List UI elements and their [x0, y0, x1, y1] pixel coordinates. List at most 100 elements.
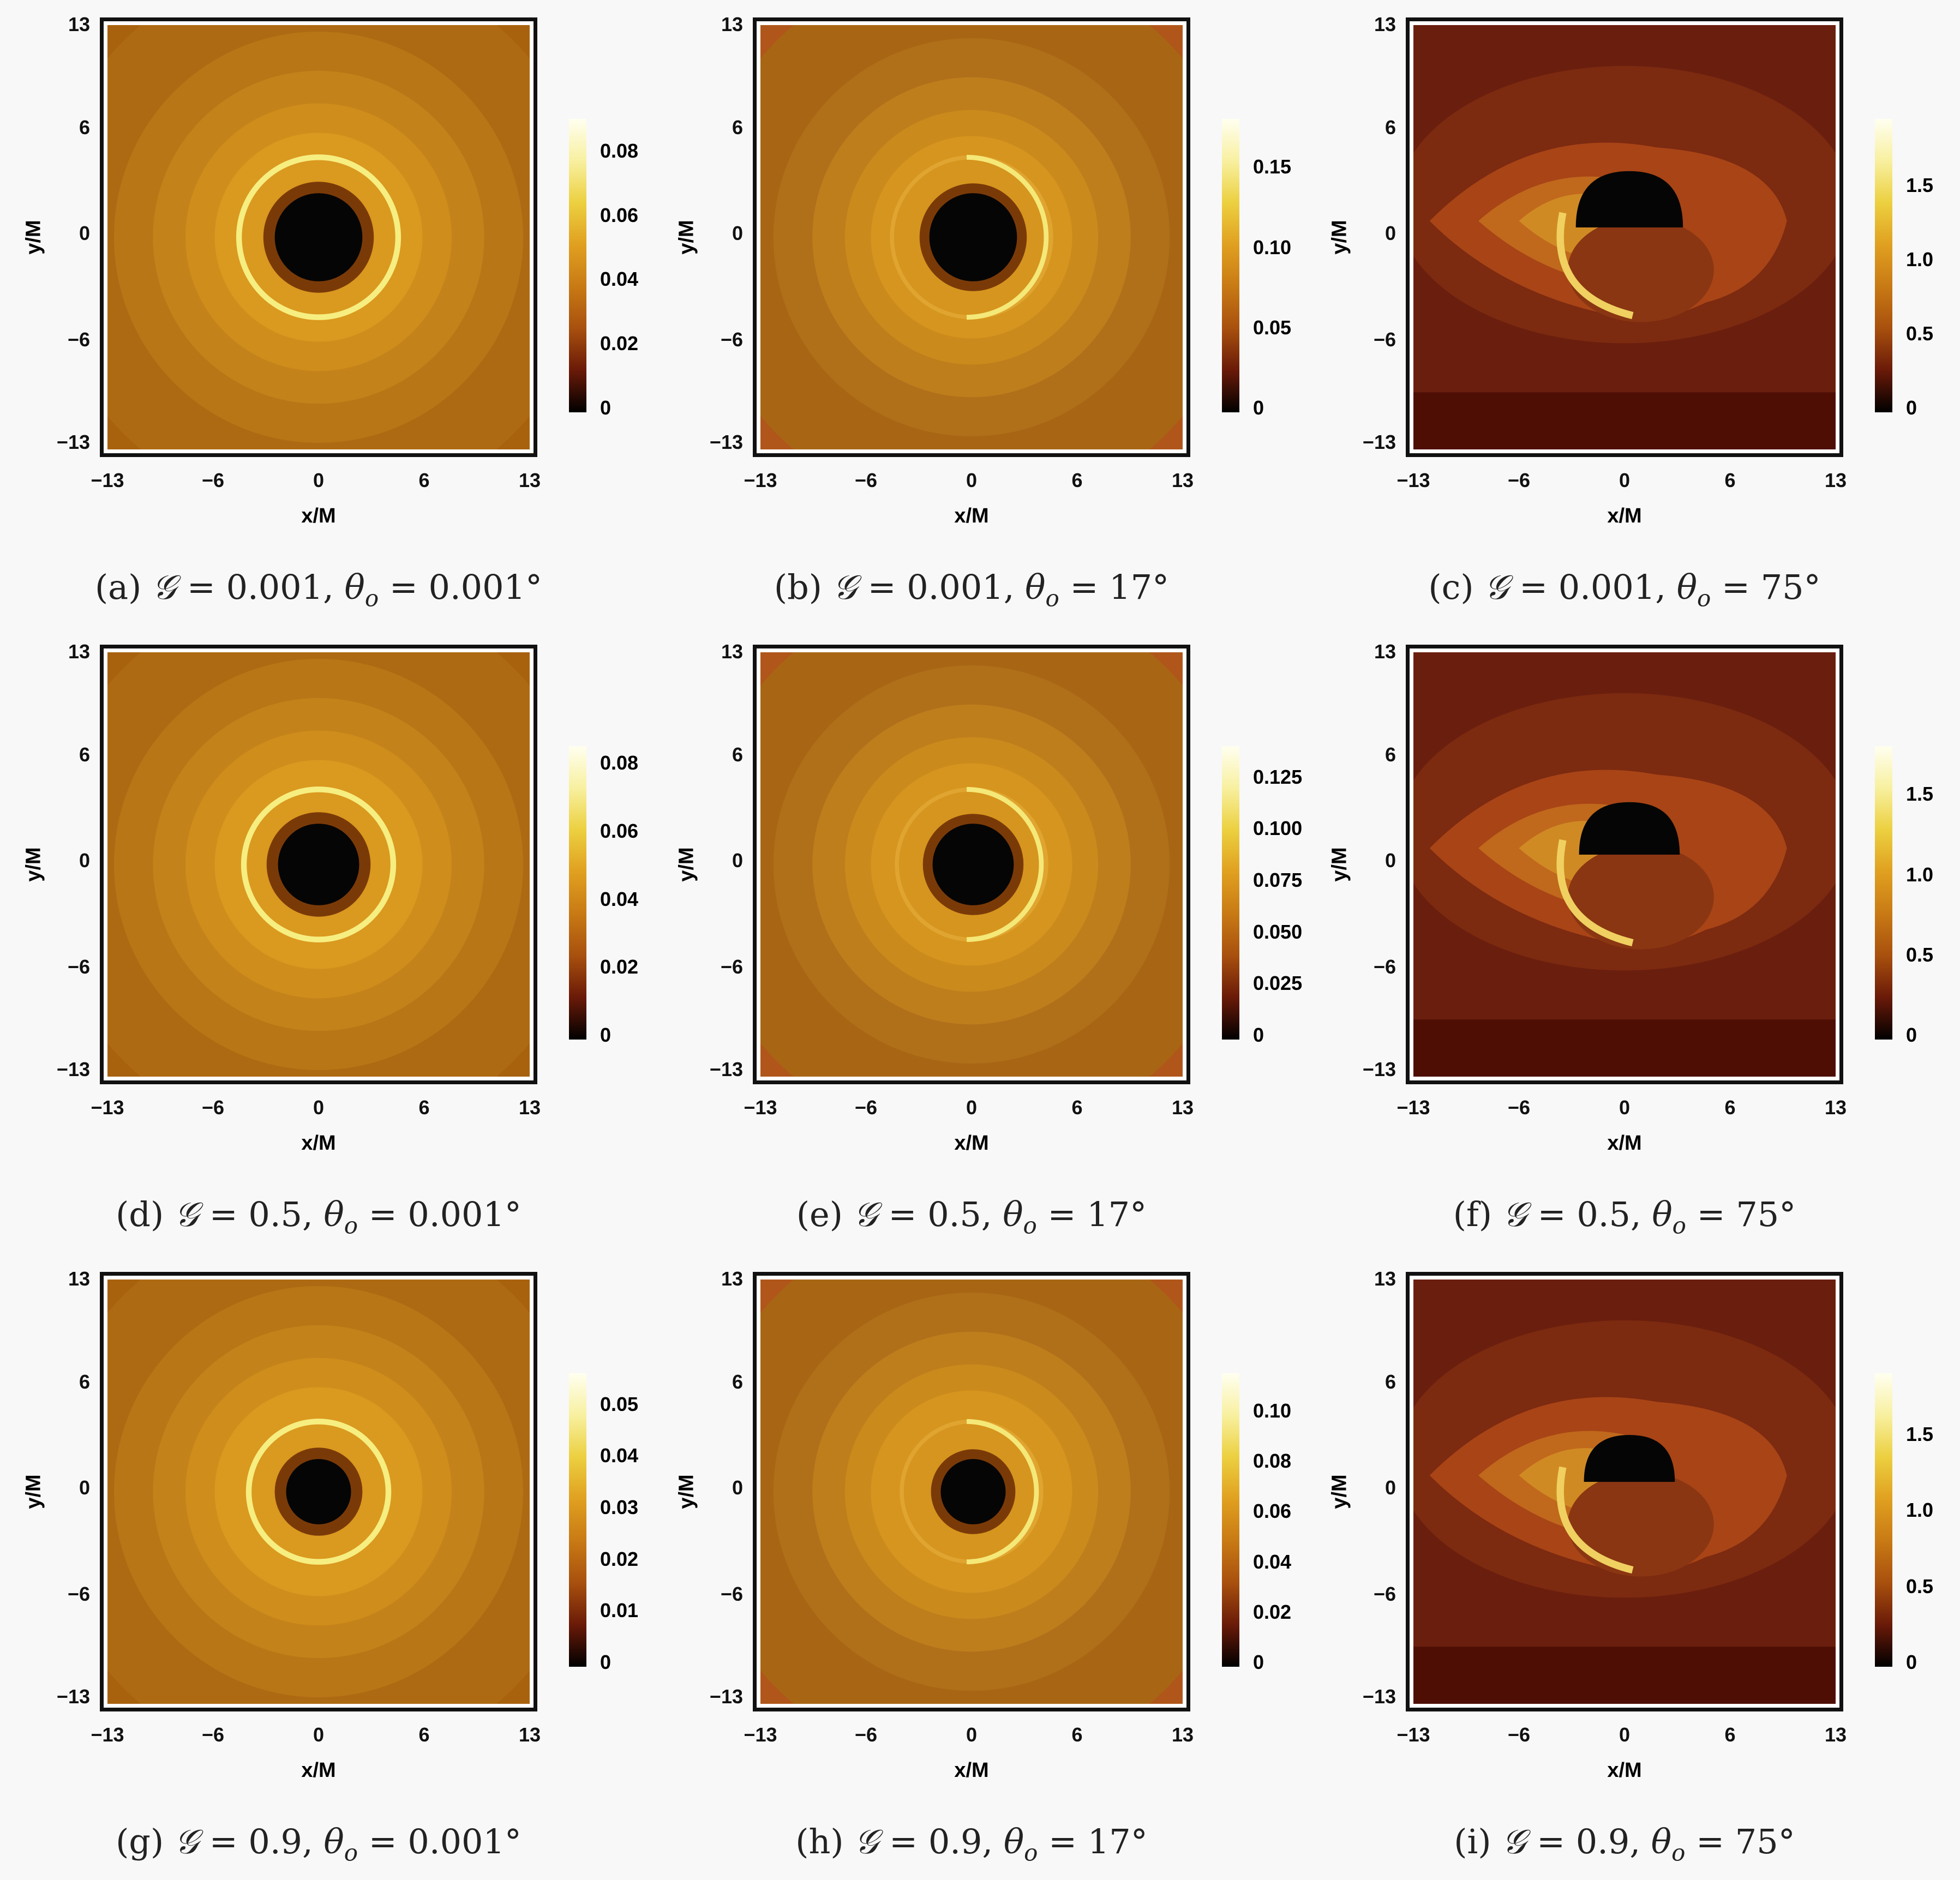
- y-axis-label: y/M: [675, 220, 698, 255]
- x-tick-label: 13: [1824, 1723, 1847, 1746]
- x-tick-label: 0: [966, 1096, 978, 1119]
- lower-band: [1413, 1647, 1836, 1704]
- density-plot: [107, 1280, 530, 1704]
- y-tick-label: 0: [79, 222, 90, 244]
- panel-h: 13 6 0 −6 −13 −13 −6 0 6 13 x/M y/M 0 0.02 0.04 0.06 0.0…: [653, 1254, 1306, 1880]
- y-tick-label: −6: [720, 955, 743, 978]
- y-tick-label: −13: [1362, 431, 1396, 453]
- y-tick-label: 6: [79, 1370, 90, 1393]
- caption-theta-value: 75°: [1760, 567, 1821, 607]
- colorbar-tick-label: 0.01: [600, 1599, 639, 1622]
- colorbar-tick-label: 0.125: [1253, 765, 1303, 788]
- y-tick-label: 0: [732, 1476, 743, 1499]
- x-tick-label: −6: [854, 1096, 878, 1119]
- x-axis-label: x/M: [301, 1759, 336, 1782]
- y-tick-label: −6: [67, 1582, 90, 1605]
- panel-g: 13 6 0 −6 −13 −13 −6 0 6 13 x/M y/M 0 0.01 0.02 0.03 0.0…: [0, 1254, 653, 1880]
- caption-theta-symbol: θ: [1651, 1822, 1672, 1861]
- x-tick-label: −13: [744, 1096, 777, 1119]
- x-tick-label: −6: [854, 469, 878, 491]
- x-tick-label: 13: [518, 469, 541, 491]
- x-tick-label: 0: [1619, 1723, 1631, 1746]
- x-tick-label: −6: [854, 1723, 878, 1746]
- colorbar-tick-label: 0.10: [1253, 236, 1292, 259]
- y-tick-label: 13: [68, 1268, 90, 1290]
- bright-crescent: [1556, 1466, 1634, 1574]
- caption-theta-subscript: o: [344, 1839, 358, 1866]
- colorbar-tick-label: 0.08: [600, 752, 639, 774]
- colorbar-tick-label: 0.06: [600, 203, 639, 226]
- caption-g-symbol: 𝒢: [1502, 1822, 1526, 1861]
- x-tick-label: 0: [966, 1723, 978, 1746]
- caption-g-value: 0.5: [927, 1194, 981, 1234]
- colorbar-tick-label: 0.050: [1253, 920, 1303, 943]
- lower-lensed-band: [1567, 845, 1714, 950]
- panel-caption: (i) 𝒢 = 0.9, θo = 75°: [1454, 1822, 1795, 1866]
- y-tick-label: 0: [732, 849, 743, 872]
- x-tick-label: 6: [1071, 469, 1083, 491]
- x-tick-label: −13: [744, 469, 777, 491]
- colorbar-tick-label: 0.15: [1253, 155, 1292, 178]
- x-tick-label: 13: [1824, 469, 1847, 491]
- plot-frame: [1406, 645, 1843, 1084]
- caption-tag: (f): [1453, 1194, 1493, 1234]
- colorbar: [1875, 746, 1892, 1040]
- y-tick-label: 13: [721, 13, 743, 35]
- x-tick-label: 6: [418, 469, 430, 491]
- y-tick-label: 13: [721, 640, 743, 663]
- colorbar-tick-label: 0.02: [600, 956, 639, 978]
- y-tick-label: 13: [68, 13, 90, 35]
- colorbar: [1875, 119, 1892, 412]
- colorbar-tick-label: 0.06: [1253, 1500, 1292, 1523]
- caption-theta-subscript: o: [1672, 1212, 1686, 1239]
- density-plot: [107, 652, 530, 1077]
- y-tick-label: 6: [79, 116, 90, 139]
- caption-tag: (a): [94, 567, 142, 607]
- density-plot: [760, 652, 1183, 1077]
- x-tick-label: −13: [1396, 469, 1430, 491]
- caption-theta-value: 0.001°: [407, 1194, 522, 1234]
- caption-g-symbol: 𝒢: [174, 1194, 199, 1234]
- plot-frame: [100, 1272, 537, 1711]
- y-tick-label: 6: [732, 743, 743, 766]
- x-tick-label: −6: [1507, 1096, 1531, 1119]
- x-tick-label: −13: [1396, 1723, 1430, 1746]
- caption-theta-symbol: θ: [323, 1822, 344, 1861]
- black-hole-shadow: [1579, 802, 1680, 855]
- x-tick-label: −13: [91, 1723, 124, 1746]
- panel-d: 13 6 0 −6 −13 −13 −6 0 6 13 x/M y/M 0 0.02 0.04 0.06 0.0…: [0, 627, 653, 1253]
- density-plot: [1413, 25, 1836, 449]
- lower-lensed-band: [1567, 1472, 1714, 1577]
- colorbar-tick-label: 0.075: [1253, 869, 1303, 892]
- caption-g-symbol: 𝒢: [853, 1194, 878, 1234]
- panel-i: 13 6 0 −6 −13 −13 −6 0 6 13 x/M y/M 0 0.5 1.0 1.5 (i) 𝒢 …: [1306, 1254, 1959, 1880]
- plot-frame: [1406, 17, 1843, 457]
- black-hole-shadow: [1584, 1435, 1675, 1482]
- caption-theta-symbol: θ: [1652, 1194, 1673, 1234]
- caption-g-symbol: 𝒢: [1502, 1194, 1527, 1234]
- colorbar-tick-label: 0.5: [1906, 322, 1934, 345]
- x-axis-label: x/M: [954, 1132, 989, 1155]
- x-tick-label: −6: [201, 1723, 225, 1746]
- panel-c: 13 6 0 −6 −13 −13 −6 0 6 13 x/M y/M 0 0.5 1.0 1.5 (c) 𝒢 …: [1306, 0, 1959, 626]
- x-tick-label: 6: [1724, 1723, 1736, 1746]
- caption-g-symbol: 𝒢: [832, 567, 857, 607]
- caption-theta-symbol: θ: [1003, 1822, 1024, 1861]
- caption-theta-subscript: o: [1023, 1212, 1037, 1239]
- black-hole-shadow: [932, 824, 1014, 905]
- x-tick-label: 6: [418, 1096, 430, 1119]
- colorbar: [569, 1373, 586, 1667]
- colorbar-tick-label: 0.08: [1253, 1450, 1292, 1473]
- x-axis-label: x/M: [301, 1132, 336, 1155]
- x-tick-label: −13: [91, 469, 124, 491]
- x-tick-label: 13: [1171, 1723, 1194, 1746]
- caption-theta-subscript: o: [344, 1212, 358, 1239]
- plot-frame: [100, 645, 537, 1084]
- caption-theta-value: 17°: [1109, 567, 1170, 607]
- colorbar-tick-label: 0: [1253, 1024, 1264, 1046]
- photon-ring: [236, 154, 401, 320]
- x-tick-label: −13: [744, 1723, 777, 1746]
- y-tick-label: 0: [79, 1476, 90, 1499]
- colorbar-tick-label: 0.04: [600, 1444, 639, 1467]
- x-axis-label: x/M: [1607, 504, 1642, 527]
